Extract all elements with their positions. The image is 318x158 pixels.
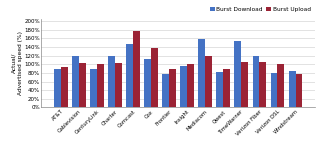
Legend: Burst Download, Burst Upload: Burst Download, Burst Upload [209, 6, 312, 13]
Bar [169, 69, 176, 107]
Bar [187, 64, 194, 107]
Bar [252, 56, 259, 107]
Bar [151, 48, 158, 107]
Bar [278, 64, 284, 107]
Bar [108, 56, 115, 107]
Bar [133, 31, 140, 107]
Bar [97, 64, 104, 107]
Bar [223, 70, 230, 107]
Bar [72, 56, 79, 107]
Bar [126, 44, 133, 107]
Bar [205, 56, 212, 107]
Bar [162, 74, 169, 107]
Bar [241, 62, 248, 107]
Y-axis label: Actual/
Advertised speed (%): Actual/ Advertised speed (%) [12, 31, 23, 95]
Bar [144, 59, 151, 107]
Bar [295, 74, 302, 107]
Bar [289, 71, 295, 107]
Bar [198, 39, 205, 107]
Bar [54, 70, 61, 107]
Bar [115, 63, 122, 107]
Bar [259, 62, 266, 107]
Bar [61, 67, 67, 107]
Bar [271, 73, 278, 107]
Bar [216, 72, 223, 107]
Bar [234, 41, 241, 107]
Bar [90, 69, 97, 107]
Bar [79, 63, 86, 107]
Bar [180, 66, 187, 107]
